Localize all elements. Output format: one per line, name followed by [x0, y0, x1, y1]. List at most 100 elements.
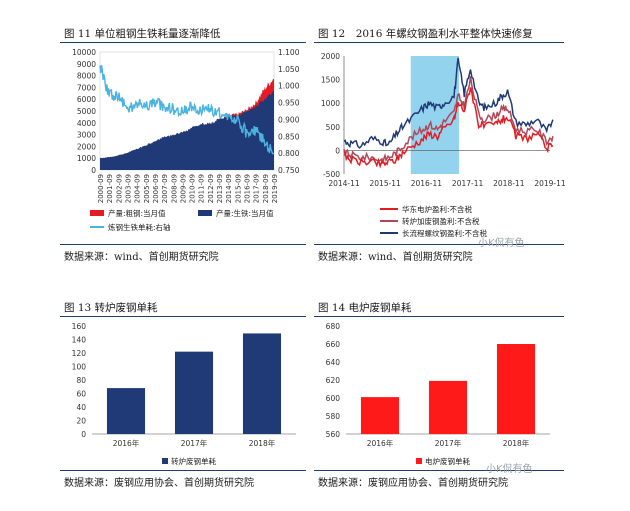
- fig13-source: 数据来源：废钢应用协会、首创期货研究院: [64, 478, 254, 489]
- fig13-bar: [242, 333, 282, 434]
- fig14-y-tick-label: 640: [326, 358, 341, 367]
- fig13-bar: [174, 351, 214, 434]
- fig11-y-tick-label: 8000: [77, 72, 96, 81]
- fig13-y-tick-label: 20: [76, 417, 86, 426]
- fig12-y-tick-label: 1500: [321, 76, 340, 85]
- fig11-y-tick-label: 0: [91, 166, 96, 175]
- watermark-top: 小K侃有色: [478, 238, 525, 249]
- fig12-header: 图 12 2016 年螺纹钢盈利水平整体快速修复: [318, 28, 533, 40]
- fig13-x-tick-label: 2016年: [113, 438, 140, 448]
- fig11-x-tick-label: 2018-09: [262, 174, 270, 203]
- fig12-x-tick-label: 2014-11: [328, 179, 360, 188]
- fig14-x-tick-label: 2017年: [435, 438, 462, 448]
- fig11-legend-swatch-crude-steel: [90, 210, 104, 216]
- fig12-y-tick-label: 1000: [321, 99, 340, 108]
- fig13-bar: [106, 388, 146, 434]
- fig11-y2-tick-label: 1.100: [278, 48, 300, 57]
- fig14-header: 图 14 电炉废钢单耗: [318, 302, 412, 314]
- fig11-y-tick-label: 6000: [77, 95, 96, 104]
- fig14-x-tick-label: 2018年: [503, 438, 530, 448]
- fig12-legend-label: 转炉加废钢盈利:不含税: [402, 216, 480, 226]
- fig11-x-tick-label: 2016-09: [244, 174, 252, 203]
- fig11-x-tick-label: 2003-09: [124, 174, 132, 203]
- fig11-y2-tick-label: 1.000: [278, 82, 300, 91]
- fig12-x-tick-label: 2017-11: [452, 179, 484, 188]
- fig13-x-tick-label: 2018年: [249, 438, 276, 448]
- fig11-legend-consumption: 炼钢生铁单耗:右轴: [108, 222, 171, 232]
- fig11-header-rule: [60, 42, 306, 43]
- fig13-y-tick-label: 60: [76, 390, 86, 399]
- fig11-y2-tick-label: 0.950: [278, 99, 300, 108]
- fig11-x-tick-label: 2007-09: [161, 174, 169, 203]
- fig13-header-rule: [60, 316, 306, 317]
- fig11-y2-tick-label: 0.900: [278, 115, 300, 124]
- fig13-y-tick-label: 100: [72, 363, 87, 372]
- fig13-y-tick-label: 40: [76, 403, 86, 412]
- fig11-x-tick-label: 2006-09: [152, 174, 160, 203]
- fig11-x-tick-label: 2001-09: [106, 174, 114, 203]
- fig11-x-tick-label: 2011-09: [198, 174, 206, 203]
- fig11-header: 图 11 单位粗钢生铁耗量逐渐降低: [64, 28, 221, 40]
- fig11-legend-swatch-pig-iron: [198, 210, 212, 216]
- fig14-y-tick-label: 660: [326, 340, 341, 349]
- fig14-y-tick-label: 620: [326, 376, 341, 385]
- fig11-x-tick-label: 2000-09: [97, 174, 105, 203]
- fig13-y-tick-label: 80: [76, 376, 86, 385]
- fig12-x-tick-label: 2018-11: [493, 179, 525, 188]
- fig11-x-tick-label: 2008-09: [170, 174, 178, 203]
- fig11-legend-crude-steel: 产量:粗钢:当月值: [108, 208, 166, 218]
- fig13-source-rule: [60, 470, 306, 471]
- fig11-x-tick-label: 2019-09: [271, 174, 279, 203]
- fig11-source-rule: [60, 244, 306, 245]
- fig11-x-tick-label: 2017-09: [253, 174, 261, 203]
- fig11-y2-tick-label: 0.750: [278, 166, 300, 175]
- fig13-x-tick-label: 2017年: [181, 438, 208, 448]
- fig11-y-tick-label: 5000: [77, 107, 96, 116]
- fig14-y-tick-label: 600: [326, 394, 341, 403]
- fig12-y-tick-label: 2000: [321, 52, 340, 61]
- fig11-y-tick-label: 2000: [77, 142, 96, 151]
- fig11-y-tick-label: 3000: [77, 131, 96, 140]
- fig11-x-tick-label: 2009-09: [179, 174, 187, 203]
- fig11-y2-tick-label: 0.850: [278, 132, 300, 141]
- fig12-x-tick-label: 2015-11: [370, 179, 402, 188]
- fig13-chart: 0 20 40 60 80 100 120 140 160 2016年 2017年 2018年转炉废钢…: [72, 322, 296, 466]
- fig11-y2-tick-label: 1.050: [278, 65, 300, 74]
- fig14-chart: 560 580 600 620 640 660 680 2016年 2017年 2018年电炉废钢…: [326, 322, 550, 466]
- fig11-x-tick-label: 2014-09: [225, 174, 233, 203]
- fig13-y-tick-label: 160: [72, 322, 87, 331]
- fig14-legend-swatch: [416, 458, 422, 464]
- fig12-header-rule: [314, 42, 564, 43]
- fig12-y-tick-label: 0: [335, 146, 340, 155]
- watermark-bottom: 小K侃有色: [486, 464, 533, 475]
- fig14-y-tick-label: 680: [326, 322, 341, 331]
- fig12-series-ef: [343, 87, 554, 169]
- fig11-source: 数据来源：wind、首创期货研究院: [64, 252, 219, 263]
- fig12-source: 数据来源：wind、首创期货研究院: [318, 252, 473, 263]
- fig14-x-tick-label: 2016年: [367, 438, 394, 448]
- fig12-y-tick-label: -500: [323, 170, 340, 179]
- fig11-y2-tick-label: 0.800: [278, 149, 300, 158]
- fig11-y-tick-label: 1000: [77, 154, 96, 163]
- fig11-legend-pig-iron: 产量:生铁:当月值: [216, 208, 274, 218]
- fig14-y-tick-label: 580: [326, 412, 341, 421]
- fig12-highlight-band: [410, 56, 459, 174]
- fig14-y-tick-label: 560: [326, 430, 341, 439]
- fig11-chart: 0 1000 2000 3000 4000 5000 6000 7000 8000 9000 100…: [72, 48, 300, 232]
- fig12-legend-label: 华东电炉盈利:不含税: [402, 204, 473, 214]
- fig12-chart: -500 0 500 1000 1500 2000 2014-11 2015-11 2016-1…: [321, 52, 566, 238]
- fig11-y-tick-label: 7000: [77, 83, 96, 92]
- fig13-header: 图 13 转炉废钢单耗: [64, 302, 158, 314]
- fig12-y-tick-label: 500: [326, 123, 341, 132]
- fig11-x-tick-label: 2010-09: [189, 174, 197, 203]
- fig14-bar: [496, 344, 536, 434]
- fig13-legend-swatch: [162, 458, 168, 464]
- fig12-series-bof-scrap: [343, 76, 554, 164]
- fig14-legend-label: 电炉废钢单耗: [425, 456, 470, 466]
- fig12-series-long-process: [343, 57, 554, 149]
- fig14-source-rule: [314, 470, 564, 471]
- fig11-y-tick-label: 9000: [77, 60, 96, 69]
- fig11-series-consumption-line: [99, 65, 275, 155]
- fig11-x-tick-label: 2004-09: [134, 174, 142, 203]
- fig11-y-tick-label: 10000: [72, 48, 96, 57]
